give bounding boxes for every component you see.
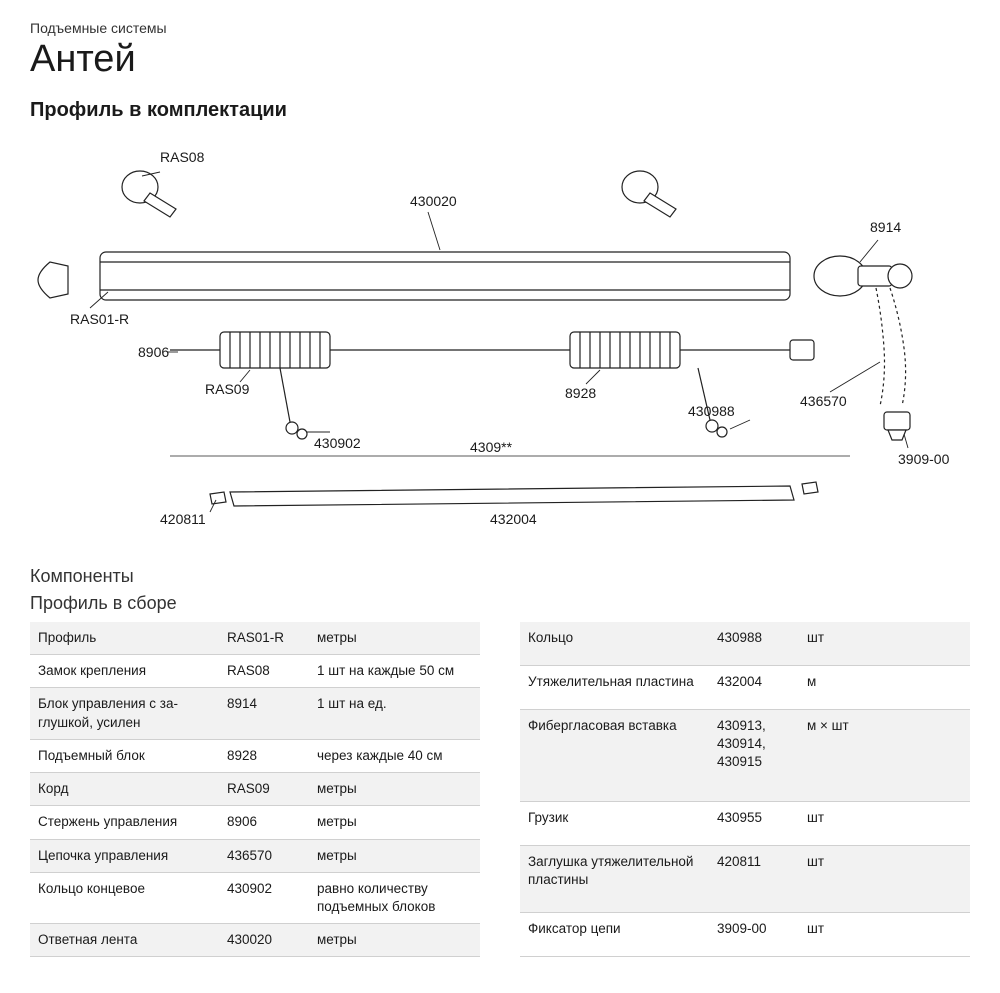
cell-name: Фибергласовая вставка <box>520 709 709 801</box>
table-row: Кольцо концевое430902равно количеству по… <box>30 872 480 923</box>
cell-unit: метры <box>309 773 480 806</box>
cell-unit: через каждые 40 см <box>309 739 480 772</box>
table-row: Стержень управления8906метры <box>30 806 480 839</box>
cell-name: Кольцо концевое <box>30 872 219 923</box>
cell-code: RAS01-R <box>219 622 309 655</box>
components-heading: Компоненты <box>30 566 970 587</box>
label-436570: 436570 <box>800 393 847 409</box>
cell-code: 8906 <box>219 806 309 839</box>
cell-code: RAS08 <box>219 655 309 688</box>
cell-unit: шт <box>799 801 970 845</box>
cell-name: Цепочка управления <box>30 839 219 872</box>
cell-name: Фиксатор цепи <box>520 913 709 957</box>
table-row: Блок управления с за­глушкой, усилен8914… <box>30 688 480 739</box>
cell-code: 430988 <box>709 622 799 665</box>
cell-name: Ответная лента <box>30 924 219 957</box>
cell-code: 8914 <box>219 688 309 739</box>
cell-unit: метры <box>309 806 480 839</box>
label-430020: 430020 <box>410 193 457 209</box>
cell-name: Кольцо <box>520 622 709 665</box>
table-row: Кольцо430988шт <box>520 622 970 665</box>
cell-code: RAS09 <box>219 773 309 806</box>
label-ras09: RAS09 <box>205 381 250 397</box>
table-row: ПрофильRAS01-Rметры <box>30 622 480 655</box>
cell-unit: шт <box>799 913 970 957</box>
cell-unit: метры <box>309 622 480 655</box>
exploded-diagram: RAS08 430020 8914 RAS01-R 8906 RAS09 892… <box>30 132 970 542</box>
label-8914: 8914 <box>870 219 901 235</box>
cell-unit: шт <box>799 845 970 913</box>
label-432004: 432004 <box>490 511 537 527</box>
table-row: Подъемный блок8928через каждые 40 см <box>30 739 480 772</box>
cell-code: 430902 <box>219 872 309 923</box>
table-row: Грузик430955шт <box>520 801 970 845</box>
cell-code: 3909-00 <box>709 913 799 957</box>
cell-unit: 1 шт на каждые 50 см <box>309 655 480 688</box>
table-row: Фиксатор цепи3909-00шт <box>520 913 970 957</box>
cell-name: Стержень управления <box>30 806 219 839</box>
cell-name: Утяжелительная пластина <box>520 665 709 709</box>
components-table-right: Кольцо430988штУтяжелительная пластина432… <box>520 622 970 957</box>
cell-code: 430913, 430914, 430915 <box>709 709 799 801</box>
label-420811: 420811 <box>160 511 206 527</box>
cell-name: Профиль <box>30 622 219 655</box>
table-row: Заглушка утяжелитель­ной пластины420811ш… <box>520 845 970 913</box>
cell-code: 420811 <box>709 845 799 913</box>
cell-unit: шт <box>799 622 970 665</box>
cell-code: 432004 <box>709 665 799 709</box>
cell-code: 430955 <box>709 801 799 845</box>
table-row: Цепочка управления436570метры <box>30 839 480 872</box>
components-sub: Профиль в сборе <box>30 593 970 614</box>
components-table-left: ПрофильRAS01-RметрыЗамок крепленияRAS081… <box>30 622 480 957</box>
label-8906: 8906 <box>138 344 169 360</box>
cell-unit: 1 шт на ед. <box>309 688 480 739</box>
cell-code: 8928 <box>219 739 309 772</box>
cell-name: Подъемный блок <box>30 739 219 772</box>
cell-code: 436570 <box>219 839 309 872</box>
cell-unit: равно количеству подъем­ных блоков <box>309 872 480 923</box>
page-title: Антей <box>30 38 970 81</box>
label-ras01r: RAS01-R <box>70 311 129 327</box>
label-3909: 3909-00 <box>898 451 950 467</box>
table-row: Ответная лента430020метры <box>30 924 480 957</box>
label-ras08: RAS08 <box>160 149 205 165</box>
cell-unit: м <box>799 665 970 709</box>
cell-unit: метры <box>309 924 480 957</box>
label-430988: 430988 <box>688 403 735 419</box>
table-row: КордRAS09метры <box>30 773 480 806</box>
cell-name: Грузик <box>520 801 709 845</box>
cell-unit: м × шт <box>799 709 970 801</box>
table-row: Утяжелительная пластина432004м <box>520 665 970 709</box>
label-4309: 4309** <box>470 439 513 455</box>
cell-name: Корд <box>30 773 219 806</box>
cell-name: Замок крепления <box>30 655 219 688</box>
cell-name: Заглушка утяжелитель­ной пластины <box>520 845 709 913</box>
table-row: Замок крепленияRAS081 шт на каждые 50 см <box>30 655 480 688</box>
table-row: Фибергласовая вставка430913, 430914, 430… <box>520 709 970 801</box>
cell-name: Блок управления с за­глушкой, усилен <box>30 688 219 739</box>
page-subtitle: Подъемные системы <box>30 20 970 36</box>
section-title: Профиль в комплектации <box>30 99 970 122</box>
label-8928: 8928 <box>565 385 596 401</box>
label-430902: 430902 <box>314 435 361 451</box>
cell-code: 430020 <box>219 924 309 957</box>
cell-unit: метры <box>309 839 480 872</box>
